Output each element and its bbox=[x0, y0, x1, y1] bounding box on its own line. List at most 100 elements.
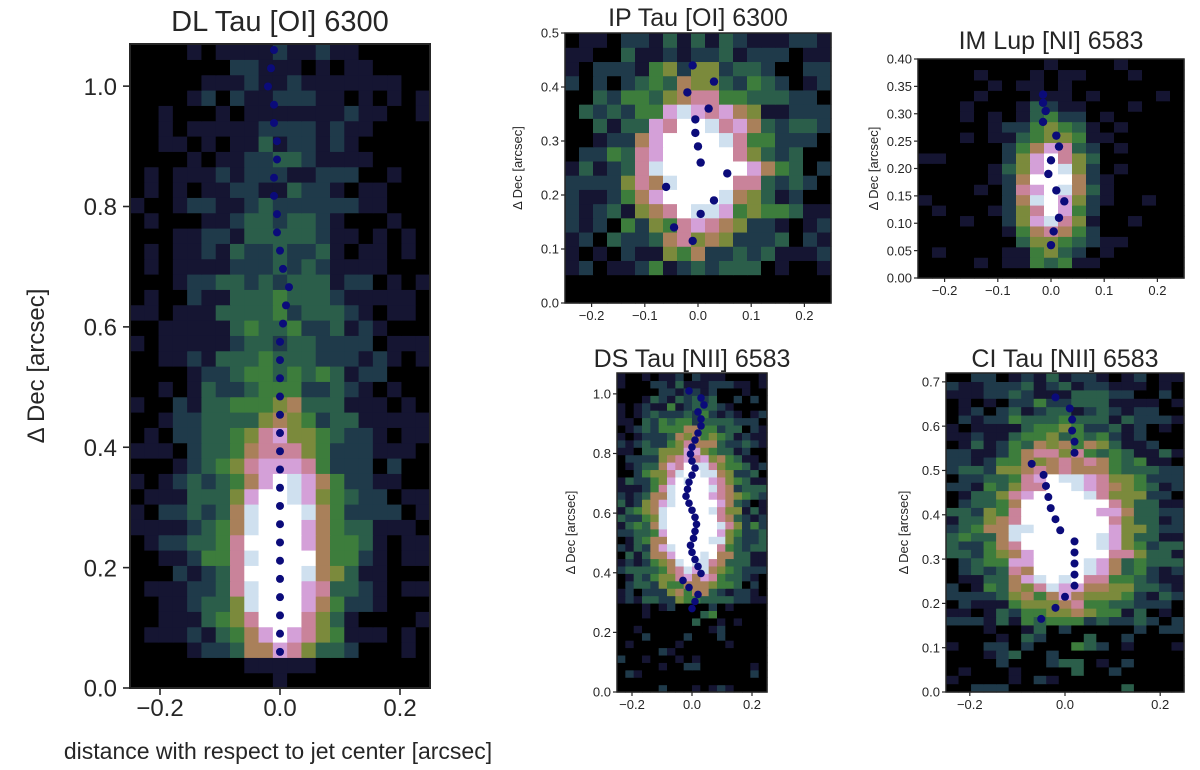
heatmap-cell bbox=[761, 61, 776, 77]
heatmap-cell bbox=[593, 217, 608, 233]
heatmap-cell bbox=[1030, 142, 1045, 154]
heatmap-cell bbox=[675, 677, 685, 686]
heatmap-cell bbox=[1044, 121, 1059, 133]
heatmap-cell bbox=[996, 608, 1010, 618]
heatmap-cell bbox=[1146, 582, 1160, 592]
heatmap-cell bbox=[692, 373, 701, 382]
heatmap-cell bbox=[1156, 132, 1171, 144]
heatmap-cell bbox=[642, 669, 651, 678]
centroid-point bbox=[685, 499, 693, 508]
heatmap-cell bbox=[593, 203, 608, 219]
heatmap-cell bbox=[750, 632, 760, 641]
heatmap-cell bbox=[932, 267, 947, 279]
heatmap-cell bbox=[1096, 658, 1110, 668]
heatmap-cell bbox=[675, 654, 685, 663]
heatmap-cell bbox=[633, 580, 643, 589]
heatmap-cell bbox=[642, 573, 651, 582]
heatmap-cell bbox=[1133, 465, 1148, 475]
heatmap-cell bbox=[758, 558, 768, 567]
heatmap-cell bbox=[1121, 465, 1135, 475]
heatmap-cell bbox=[750, 513, 760, 522]
heatmap-cell bbox=[625, 669, 635, 678]
heatmap-cell bbox=[700, 647, 710, 656]
heatmap-cell bbox=[775, 160, 790, 176]
heatmap-cell bbox=[172, 151, 188, 168]
heatmap-cell bbox=[1096, 456, 1110, 466]
heatmap-cell bbox=[607, 288, 622, 304]
heatmap-cell bbox=[607, 75, 622, 91]
heatmap-cell bbox=[1030, 111, 1045, 123]
heatmap-cell bbox=[633, 602, 643, 611]
heatmap-cell bbox=[617, 565, 626, 574]
heatmap-cell bbox=[621, 33, 636, 48]
heatmap-cell bbox=[1146, 423, 1160, 433]
heatmap-cell bbox=[258, 274, 274, 290]
heatmap-cell bbox=[675, 387, 685, 396]
y-tick-label: 0.7 bbox=[922, 375, 940, 390]
heatmap-cell bbox=[1033, 608, 1047, 618]
heatmap-cell bbox=[946, 205, 961, 217]
heatmap-cell bbox=[301, 335, 317, 352]
heatmap-cell bbox=[650, 469, 660, 478]
heatmap-cell bbox=[1146, 456, 1160, 466]
heatmap-cell bbox=[675, 565, 685, 574]
heatmap-cell bbox=[287, 182, 303, 198]
heatmap-cell bbox=[1058, 398, 1072, 408]
heatmap-cell bbox=[1170, 257, 1185, 269]
heatmap-cell bbox=[130, 381, 145, 398]
heatmap-cell bbox=[315, 427, 331, 444]
heatmap-cell bbox=[683, 410, 693, 419]
heatmap-cell bbox=[1030, 257, 1045, 269]
heatmap-cell bbox=[946, 599, 960, 609]
heatmap-cell bbox=[1096, 532, 1110, 542]
heatmap-cell bbox=[415, 243, 431, 260]
heatmap-cell bbox=[358, 626, 374, 643]
heatmap-cell bbox=[750, 573, 760, 582]
heatmap-cell bbox=[1033, 406, 1047, 416]
heatmap-cell bbox=[675, 499, 685, 508]
heatmap-cell bbox=[358, 136, 374, 152]
heatmap-cell bbox=[415, 442, 431, 459]
heatmap-cell bbox=[717, 654, 726, 663]
heatmap-cell bbox=[187, 580, 203, 597]
heatmap-cell bbox=[708, 417, 718, 426]
heatmap-cell bbox=[1008, 616, 1022, 626]
centroid-point bbox=[276, 538, 284, 547]
heatmap-cell bbox=[372, 458, 388, 474]
heatmap-cell bbox=[1086, 205, 1101, 217]
heatmap-cell bbox=[158, 274, 174, 290]
heatmap-cell bbox=[215, 473, 231, 490]
heatmap-cell bbox=[1158, 423, 1173, 433]
heatmap-cell bbox=[971, 566, 985, 576]
heatmap-cell bbox=[658, 387, 668, 396]
heatmap-cell bbox=[635, 33, 650, 48]
heatmap-cell bbox=[650, 439, 660, 448]
heatmap-cell bbox=[1046, 566, 1060, 576]
heatmap-cell bbox=[372, 412, 388, 428]
heatmap-cell bbox=[130, 120, 145, 137]
heatmap-cell bbox=[625, 573, 635, 582]
heatmap-cell bbox=[625, 387, 635, 396]
heatmap-cell bbox=[301, 228, 317, 244]
heatmap-cell bbox=[593, 118, 608, 134]
heatmap-cell bbox=[1083, 490, 1097, 500]
heatmap-cell bbox=[708, 454, 718, 463]
heatmap-cell bbox=[130, 136, 145, 152]
heatmap-cell bbox=[750, 551, 760, 560]
heatmap-cell bbox=[658, 684, 668, 693]
heatmap-cell bbox=[667, 380, 676, 389]
centroid-point bbox=[276, 593, 284, 602]
heatmap-cell bbox=[330, 458, 345, 474]
heatmap-cell bbox=[1156, 173, 1171, 185]
heatmap-cell bbox=[1171, 658, 1185, 668]
heatmap-cell bbox=[1058, 246, 1073, 258]
heatmap-cell bbox=[215, 672, 231, 689]
heatmap-cell bbox=[1008, 557, 1022, 567]
heatmap-cell bbox=[1021, 591, 1035, 601]
heatmap-cell bbox=[747, 33, 762, 48]
heatmap-cell bbox=[130, 151, 145, 168]
heatmap-cell bbox=[1033, 540, 1047, 550]
y-tick-label: 0.3 bbox=[922, 552, 940, 567]
centroid-point bbox=[1041, 481, 1050, 490]
heatmap-cell bbox=[817, 132, 832, 148]
